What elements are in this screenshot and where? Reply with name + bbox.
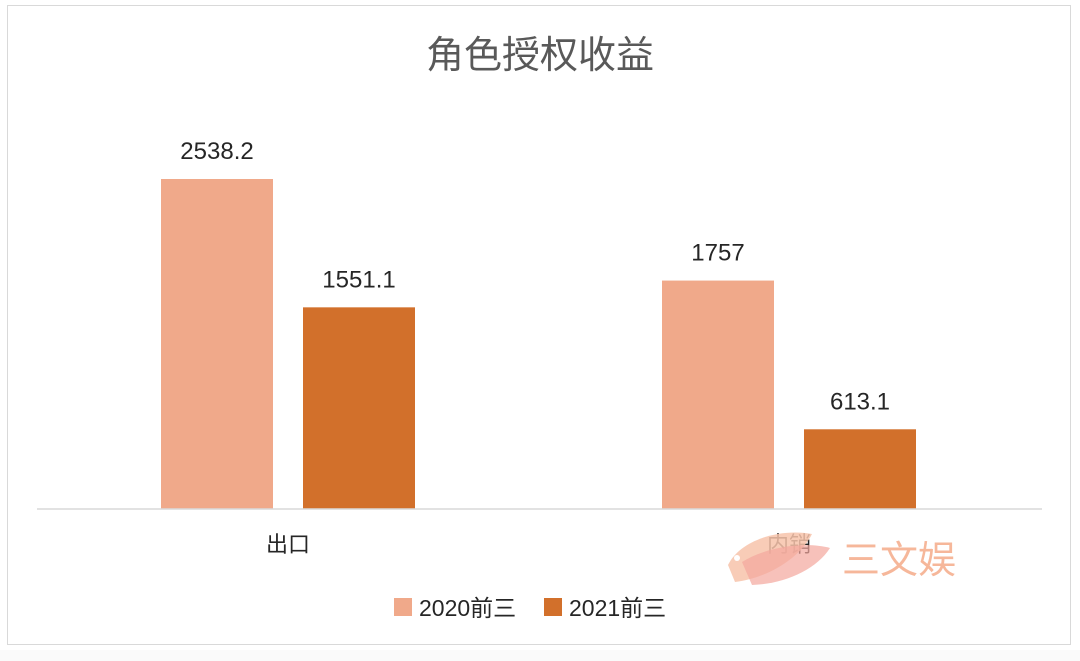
category-label-1: 出口 <box>266 533 310 558</box>
legend-swatch-2 <box>544 598 562 616</box>
bottom-strip <box>0 650 1080 661</box>
bar-2-2 <box>804 429 916 509</box>
watermark-text: 三文娱 <box>842 538 956 582</box>
chart-title: 角色授权收益 <box>426 33 654 77</box>
bar-1-2 <box>303 307 415 509</box>
data-label-1-1: 2538.2 <box>180 138 253 165</box>
bar-2-1 <box>662 280 774 509</box>
data-label-1-2: 1551.1 <box>322 266 395 293</box>
legend-swatch-1 <box>394 598 412 616</box>
legend-label-2: 2021前三 <box>569 595 666 621</box>
data-label-2-1: 1757 <box>691 240 744 267</box>
data-label-2-2: 613.1 <box>830 388 890 415</box>
bar-1-1 <box>161 179 273 509</box>
watermark-logo: 三文娱 <box>728 532 956 585</box>
legend-label-1: 2020前三 <box>419 595 516 621</box>
